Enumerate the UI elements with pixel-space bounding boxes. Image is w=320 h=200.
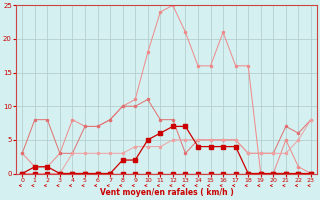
X-axis label: Vent moyen/en rafales ( km/h ): Vent moyen/en rafales ( km/h ) [100,188,234,197]
